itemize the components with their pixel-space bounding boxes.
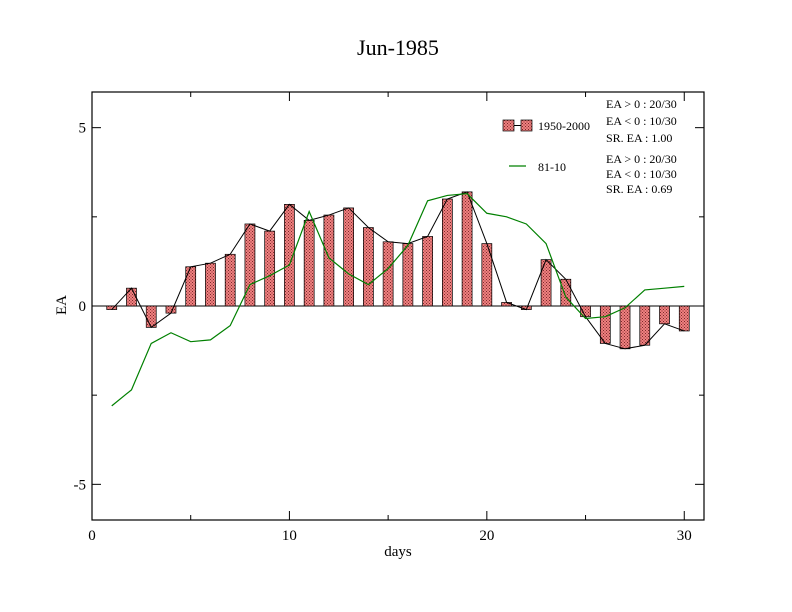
legend-stat-81-10-positive: EA > 0 : 20/30 (606, 152, 677, 166)
bar-day-11 (303, 220, 315, 307)
bar-day-18 (442, 198, 453, 307)
bar-day-17 (422, 236, 433, 307)
bar-day-15 (382, 241, 394, 307)
bar-day-26 (599, 305, 611, 344)
x-tick-label: 30 (677, 528, 692, 544)
bar-day-23 (540, 259, 552, 307)
bar-day-7 (224, 253, 236, 307)
bar-day-5 (185, 266, 197, 307)
chart-title: Jun-1985 (357, 35, 439, 60)
bar-day-16 (402, 243, 414, 307)
legend-stat-81-10-negative: EA < 0 : 10/30 (606, 167, 677, 181)
bar-day-24 (560, 278, 572, 307)
legend-stat-1950-2000-positive: EA > 0 : 20/30 (606, 97, 677, 111)
y-tick-label: 0 (79, 299, 87, 315)
bar-day-3 (145, 305, 157, 328)
axes: 0 10 20 30 -5 0 5 (74, 92, 704, 544)
x-axis-label: days (384, 544, 412, 560)
legend-stat-1950-2000-negative: EA < 0 : 10/30 (606, 114, 677, 128)
bar-day-6 (205, 262, 216, 307)
legend-bar-swatch-right (520, 119, 533, 132)
bar-day-14 (363, 227, 374, 307)
bar-day-27 (619, 305, 631, 350)
bar-day-13 (343, 207, 354, 307)
legend-label-81-10: 81-10 (538, 160, 566, 174)
bar-day-8 (244, 223, 256, 307)
y-tick-label: -5 (74, 477, 87, 493)
bar-day-2 (126, 287, 137, 307)
x-tick-label: 20 (479, 528, 494, 544)
x-tick-label: 0 (88, 528, 96, 544)
bar-day-9 (264, 230, 276, 307)
bar-day-29 (659, 305, 670, 325)
legend-stat-81-10-sr: SR. EA : 0.69 (606, 182, 672, 196)
legend-bar-swatch-left (502, 119, 515, 132)
bar-day-30 (678, 305, 690, 332)
bar-day-28 (639, 305, 651, 346)
plot-area (92, 191, 704, 407)
legend-label-1950-2000: 1950-2000 (538, 119, 590, 133)
y-axis-label: EA (54, 295, 70, 315)
y-tick-label: 5 (79, 121, 87, 137)
bar-day-19 (461, 191, 473, 307)
series-line-81-10 (111, 193, 685, 407)
legend-stat-1950-2000-sr: SR. EA : 1.00 (606, 131, 672, 145)
legend: 1950-2000 EA > 0 : 20/30 EA < 0 : 10/30 … (502, 97, 677, 196)
series-line-1950-2000 (111, 191, 685, 350)
x-tick-label: 10 (282, 528, 297, 544)
